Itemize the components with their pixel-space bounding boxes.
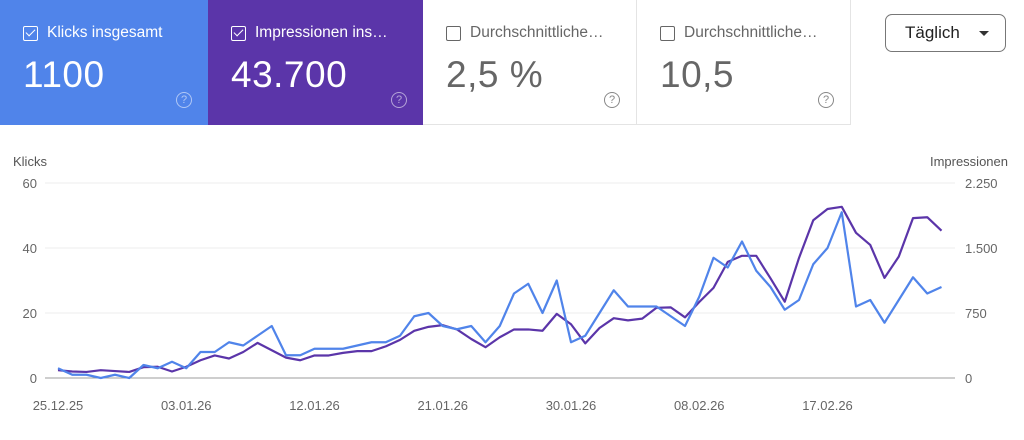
right-tick-label: 0	[965, 371, 972, 386]
help-icon[interactable]: ?	[176, 92, 192, 108]
left-tick-label: 20	[23, 306, 37, 321]
caret-down-icon	[979, 31, 989, 36]
granularity-dropdown[interactable]: Täglich	[885, 14, 1006, 52]
checkbox-checked-icon[interactable]	[23, 25, 38, 41]
series-line-klicks	[57, 211, 942, 380]
left-axis-title: Klicks	[13, 154, 47, 169]
x-tick-label: 25.12.25	[33, 398, 84, 413]
metric-label: Impressionen ins…	[231, 24, 388, 42]
left-tick-label: 0	[30, 371, 37, 386]
metric-card-impressions[interactable]: Impressionen ins… 43.700 ?	[208, 0, 423, 125]
metric-value: 43.700	[231, 54, 348, 95]
x-tick-label: 03.01.26	[161, 398, 212, 413]
metric-label: Durchschnittliche…	[660, 24, 818, 42]
right-tick-label: 1.500	[965, 241, 998, 256]
metric-card-avg-position[interactable]: Durchschnittliche… 10,5 ?	[637, 0, 851, 125]
metric-title: Durchschnittliche…	[684, 24, 818, 41]
help-icon[interactable]: ?	[818, 92, 834, 108]
metric-title: Klicks insgesamt	[47, 24, 163, 41]
metric-value: 1100	[23, 54, 105, 95]
metric-label: Durchschnittliche…	[446, 24, 604, 42]
checkbox-checked-icon[interactable]	[231, 25, 246, 41]
x-tick-label: 12.01.26	[289, 398, 340, 413]
x-tick-label: 08.02.26	[674, 398, 725, 413]
metric-value: 2,5 %	[446, 54, 544, 95]
left-tick-label: 60	[23, 176, 37, 191]
left-tick-label: 40	[23, 241, 37, 256]
series-line-impressionen	[57, 205, 943, 374]
metric-label: Klicks insgesamt	[23, 24, 162, 42]
metric-title: Durchschnittliche…	[470, 24, 604, 41]
x-tick-label: 30.01.26	[546, 398, 597, 413]
x-tick-label: 17.02.26	[802, 398, 853, 413]
metric-value: 10,5	[660, 54, 735, 95]
checkbox-unchecked-icon[interactable]	[446, 25, 461, 41]
x-tick-label: 21.01.26	[417, 398, 468, 413]
help-icon[interactable]: ?	[604, 92, 620, 108]
right-axis-title: Impressionen	[929, 154, 1008, 169]
metric-card-clicks[interactable]: Klicks insgesamt 1100 ?	[0, 0, 208, 125]
dropdown-selected-value: Täglich	[905, 23, 960, 42]
help-icon[interactable]: ?	[391, 92, 407, 108]
performance-chart: 0 0 20 750 40 1.500 60 2.250 25.12.25 03.01.26 12.…	[23, 176, 998, 413]
right-tick-label: 750	[965, 306, 987, 321]
right-tick-label: 2.250	[965, 176, 998, 191]
metric-title: Impressionen ins…	[255, 24, 388, 41]
metric-card-avg-ctr[interactable]: Durchschnittliche… 2,5 % ?	[423, 0, 637, 125]
checkbox-unchecked-icon[interactable]	[660, 25, 675, 41]
